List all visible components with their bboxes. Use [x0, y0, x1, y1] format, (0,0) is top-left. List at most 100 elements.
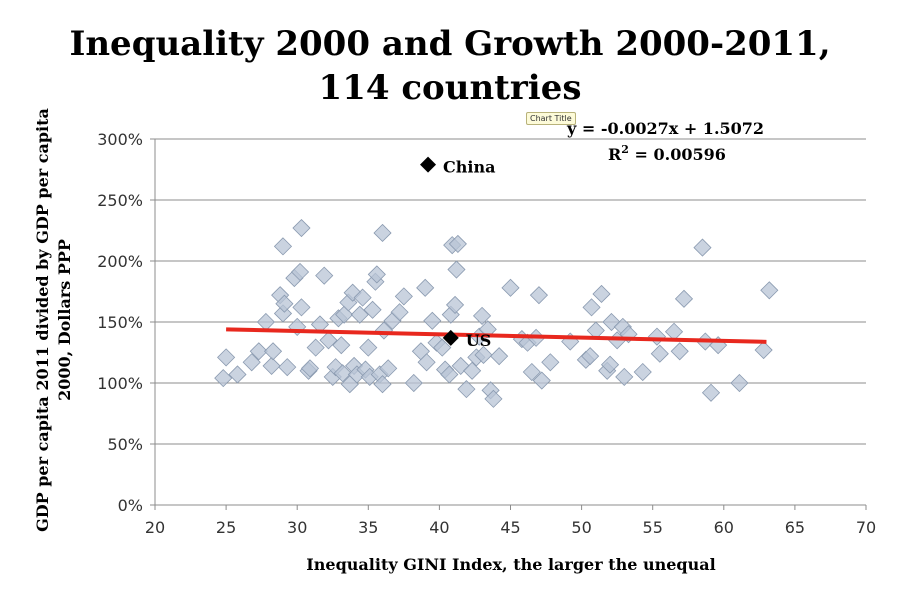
- y-tick-label: 100%: [97, 374, 143, 393]
- data-point: [600, 355, 620, 374]
- data-point: [633, 362, 652, 382]
- data-point: [582, 298, 601, 317]
- data-point: [273, 237, 293, 256]
- r2-prefix: R: [608, 145, 622, 164]
- data-point: [754, 340, 773, 360]
- data-point: [701, 383, 721, 402]
- data-point: [416, 278, 435, 297]
- data-point: [242, 353, 261, 372]
- data-point: [474, 345, 493, 365]
- data-point: [650, 344, 669, 363]
- x-tick-label: 50: [571, 518, 591, 537]
- data-point: [394, 287, 413, 306]
- x-tick-label: 20: [145, 518, 165, 537]
- data-point: [490, 347, 509, 366]
- chart-title-line-1: Inequality 2000 and Growth 2000-2011,: [69, 24, 831, 64]
- x-tick-label: 35: [358, 518, 378, 537]
- data-point: [300, 359, 320, 378]
- data-point: [373, 375, 392, 394]
- data-point: [484, 389, 503, 408]
- y-axis-title-line-2: 2000, Dollars PPP: [55, 239, 74, 401]
- x-tick-label: 40: [429, 518, 449, 537]
- data-point: [306, 338, 325, 357]
- data-point: [359, 338, 378, 357]
- data-point: [379, 359, 398, 378]
- chart-title: Inequality 2000 and Growth 2000-2011, 11…: [0, 22, 900, 110]
- data-point: [249, 342, 268, 361]
- data-point: [522, 362, 541, 382]
- data-point: [445, 295, 465, 314]
- data-point: [581, 347, 600, 366]
- data-point: [263, 342, 283, 361]
- data-point: [373, 223, 392, 243]
- data-point: [278, 358, 297, 377]
- data-point: [363, 300, 382, 319]
- y-tick-label: 150%: [97, 313, 143, 332]
- data-point: [262, 356, 281, 375]
- data-points: [214, 218, 779, 408]
- x-axis-title: Inequality GINI Index, the larger the un…: [306, 555, 715, 574]
- y-tick-label: 0%: [118, 496, 143, 515]
- data-point: [417, 353, 436, 372]
- axes: 0% 50% 100% 150% 200% 250% 300% 20 25 30 35 40 45 50 5…: [97, 130, 876, 537]
- y-tick-label: 250%: [97, 191, 143, 210]
- chart-title-tooltip: Chart Title: [526, 112, 576, 125]
- data-point: [275, 294, 294, 313]
- data-point: [433, 338, 452, 357]
- r2-suffix: = 0.00596: [629, 145, 726, 164]
- data-point: [457, 380, 476, 399]
- trendline-group: [226, 327, 767, 344]
- data-point: [350, 305, 369, 324]
- data-point: [674, 289, 694, 308]
- x-tick-label: 45: [500, 518, 520, 537]
- data-point: [319, 331, 338, 350]
- data-point: [292, 218, 311, 238]
- x-tick-label: 70: [856, 518, 876, 537]
- data-point: [228, 365, 247, 384]
- data-point: [333, 364, 352, 383]
- data-point: [290, 262, 310, 282]
- data-point: [501, 278, 520, 297]
- data-point: [367, 265, 386, 284]
- x-tick-label: 55: [643, 518, 663, 537]
- chart-title-line-2: 114 countries: [318, 68, 582, 108]
- data-point: [332, 336, 351, 355]
- x-tick-label: 25: [216, 518, 236, 537]
- x-tick-label: 60: [714, 518, 734, 537]
- y-tick-label: 50%: [107, 435, 143, 454]
- data-point: [647, 327, 667, 346]
- data-point: [353, 288, 372, 307]
- data-point: [390, 303, 409, 322]
- y-axis-title-line-1: GDP per capita 2011 divided by GDP per c…: [33, 108, 52, 532]
- data-point: [256, 312, 275, 332]
- data-point: [670, 342, 689, 361]
- highlighted-points: China US: [420, 156, 495, 350]
- data-point: [463, 361, 482, 380]
- data-point: [592, 284, 611, 304]
- trendline-r2: R2 = 0.00596: [608, 143, 726, 164]
- data-point: [615, 367, 634, 386]
- data-point: [529, 286, 549, 305]
- r2-sup: 2: [621, 143, 629, 156]
- y-tick-label: 300%: [97, 130, 143, 149]
- data-point: [760, 281, 779, 300]
- x-tick-label: 65: [785, 518, 805, 537]
- data-point: [217, 348, 236, 367]
- highlight-label-us: US: [466, 331, 492, 350]
- data-point: [447, 260, 466, 279]
- trendline-equation: y = -0.0027x + 1.5072: [566, 119, 764, 138]
- data-point: [214, 369, 233, 388]
- highlight-marker-us: [442, 329, 459, 346]
- data-point: [541, 353, 560, 372]
- y-tick-label: 200%: [97, 252, 143, 271]
- highlight-marker-china: [420, 156, 437, 173]
- data-point: [292, 298, 311, 317]
- data-point: [440, 365, 459, 384]
- data-point: [730, 373, 749, 393]
- x-tick-label: 30: [287, 518, 307, 537]
- highlight-label-china: China: [443, 158, 495, 177]
- data-point: [472, 306, 492, 325]
- trendline: [226, 327, 767, 344]
- data-point: [404, 373, 423, 393]
